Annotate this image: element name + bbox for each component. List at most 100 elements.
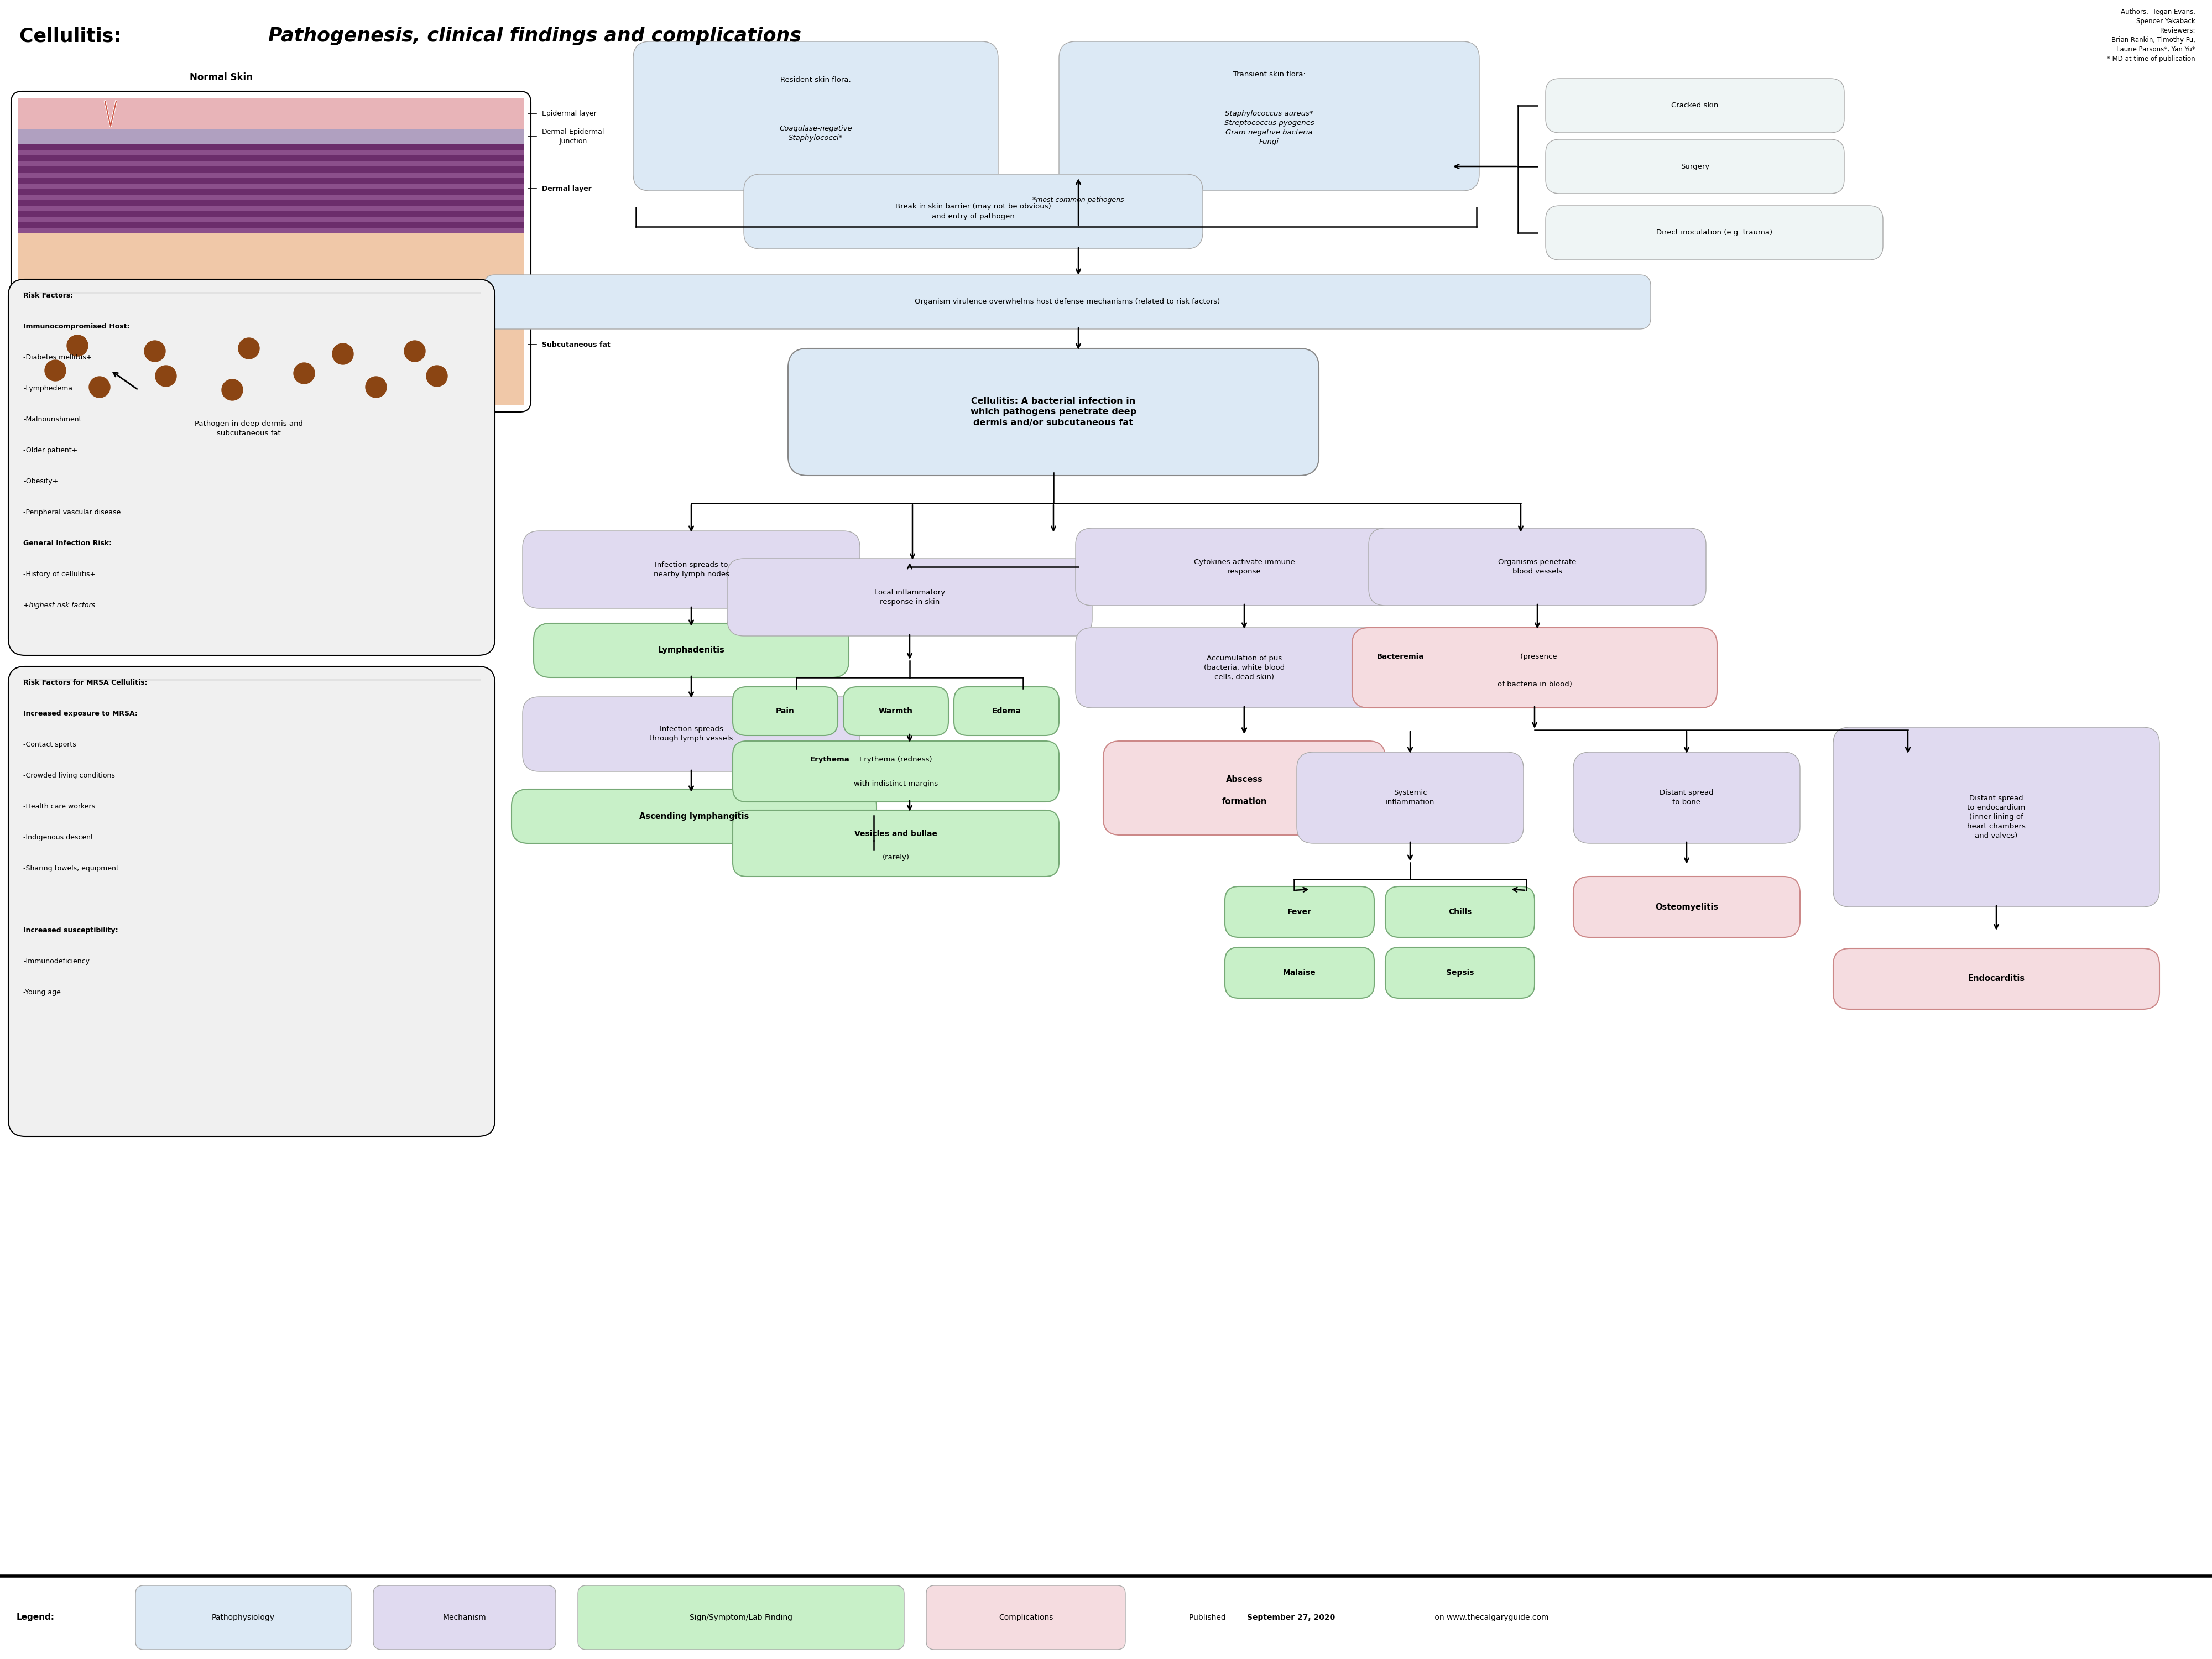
Text: Direct inoculation (e.g. trauma): Direct inoculation (e.g. trauma) <box>1657 229 1772 236</box>
Text: Increased susceptibility:: Increased susceptibility: <box>24 927 117 934</box>
Text: -Young age: -Young age <box>24 989 60 995</box>
Text: Cellulitis: A bacterial infection in
which pathogens penetrate deep
dermis and/o: Cellulitis: A bacterial infection in whi… <box>971 397 1137 426</box>
Text: Published: Published <box>1190 1614 1228 1621</box>
Text: Complications: Complications <box>998 1614 1053 1621</box>
FancyBboxPatch shape <box>484 275 1650 328</box>
Text: Infection spreads to
nearby lymph nodes: Infection spreads to nearby lymph nodes <box>653 561 730 577</box>
FancyBboxPatch shape <box>9 279 495 655</box>
Text: Pathophysiology: Pathophysiology <box>212 1614 274 1621</box>
Text: Pathogenesis, clinical findings and complications: Pathogenesis, clinical findings and comp… <box>268 27 801 45</box>
FancyBboxPatch shape <box>374 1586 555 1649</box>
FancyBboxPatch shape <box>1385 886 1535 937</box>
Text: Fever: Fever <box>1287 907 1312 916</box>
Bar <box>18 217 524 222</box>
Text: Erythema: Erythema <box>810 757 849 763</box>
Text: Accumulation of pus
(bacteria, white blood
cells, dead skin): Accumulation of pus (bacteria, white blo… <box>1203 655 1285 680</box>
Bar <box>18 173 524 178</box>
Text: Ascending lymphangitis: Ascending lymphangitis <box>639 813 750 821</box>
Text: Staphylococcus aureus*
Streptococcus pyogenes
Gram negative bacteria
Fungi: Staphylococcus aureus* Streptococcus pyo… <box>1223 109 1314 146</box>
Text: -Older patient+: -Older patient+ <box>24 446 77 455</box>
Circle shape <box>144 340 166 362</box>
Circle shape <box>427 365 447 387</box>
FancyBboxPatch shape <box>953 687 1060 735</box>
FancyBboxPatch shape <box>732 687 838 735</box>
FancyBboxPatch shape <box>1225 947 1374 999</box>
Bar <box>18 232 524 405</box>
Text: Vesicles and bullae: Vesicles and bullae <box>854 830 938 838</box>
Text: Erythema (redness): Erythema (redness) <box>860 757 931 763</box>
FancyBboxPatch shape <box>732 742 1060 801</box>
Text: Risk Factors:: Risk Factors: <box>24 292 73 299</box>
Text: Distant spread
to bone: Distant spread to bone <box>1659 790 1714 806</box>
FancyBboxPatch shape <box>843 687 949 735</box>
Text: Normal Skin: Normal Skin <box>190 73 252 83</box>
Text: Edema: Edema <box>991 707 1022 715</box>
Text: -Crowded living conditions: -Crowded living conditions <box>24 771 115 780</box>
Text: Coagulase-negative
Staphylococci*: Coagulase-negative Staphylococci* <box>779 124 852 141</box>
Text: -Sharing towels, equipment: -Sharing towels, equipment <box>24 864 119 873</box>
Text: -Immunodeficiency: -Immunodeficiency <box>24 957 88 966</box>
Text: Cytokines activate immune
response: Cytokines activate immune response <box>1194 559 1294 576</box>
Text: Infection spreads
through lymph vessels: Infection spreads through lymph vessels <box>650 725 732 742</box>
FancyBboxPatch shape <box>1834 727 2159 907</box>
Text: -Malnourishment: -Malnourishment <box>24 416 82 423</box>
Text: Authors:  Tegan Evans,
Spencer Yakaback
Reviewers:
Brian Rankin, Timothy Fu,
Lau: Authors: Tegan Evans, Spencer Yakaback R… <box>2108 8 2197 63</box>
FancyBboxPatch shape <box>11 91 531 411</box>
Text: (rarely): (rarely) <box>883 854 909 861</box>
Text: Abscess: Abscess <box>1225 776 1263 785</box>
FancyBboxPatch shape <box>1573 752 1801 843</box>
FancyBboxPatch shape <box>1225 886 1374 937</box>
FancyBboxPatch shape <box>1546 206 1882 260</box>
FancyBboxPatch shape <box>1075 627 1413 708</box>
Text: Endocarditis: Endocarditis <box>1969 975 2024 982</box>
Text: Chills: Chills <box>1449 907 1471 916</box>
FancyBboxPatch shape <box>1075 528 1413 606</box>
Text: Organisms penetrate
blood vessels: Organisms penetrate blood vessels <box>1498 559 1577 576</box>
Bar <box>18 98 524 129</box>
Circle shape <box>294 363 314 383</box>
Bar <box>18 151 524 156</box>
Bar <box>18 129 524 144</box>
Text: Break in skin barrier (may not be obvious)
and entry of pathogen: Break in skin barrier (may not be obviou… <box>896 204 1051 221</box>
Text: Systemic
inflammation: Systemic inflammation <box>1385 790 1436 806</box>
Text: Dermal-Epidermal
Junction: Dermal-Epidermal Junction <box>542 128 604 144</box>
Text: of bacteria in blood): of bacteria in blood) <box>1498 680 1573 688</box>
Circle shape <box>66 335 88 357</box>
Text: Epidermal layer: Epidermal layer <box>542 109 597 118</box>
Text: -History of cellulitis+: -History of cellulitis+ <box>24 571 95 577</box>
Text: Osteomyelitis: Osteomyelitis <box>1655 902 1719 911</box>
Circle shape <box>239 338 259 358</box>
Bar <box>18 161 524 166</box>
Text: *most common pathogens: *most common pathogens <box>1033 197 1124 204</box>
FancyBboxPatch shape <box>633 41 998 191</box>
Text: Pain: Pain <box>776 707 794 715</box>
Text: Local inflammatory
response in skin: Local inflammatory response in skin <box>874 589 945 606</box>
Circle shape <box>332 343 354 365</box>
Text: -Peripheral vascular disease: -Peripheral vascular disease <box>24 509 122 516</box>
Text: (presence: (presence <box>1517 654 1557 660</box>
FancyBboxPatch shape <box>1385 947 1535 999</box>
FancyBboxPatch shape <box>1546 139 1845 194</box>
FancyBboxPatch shape <box>522 697 860 771</box>
Circle shape <box>405 340 425 362</box>
FancyBboxPatch shape <box>522 531 860 609</box>
Text: -Indigenous descent: -Indigenous descent <box>24 834 93 841</box>
Text: Lymphadenitis: Lymphadenitis <box>657 645 726 654</box>
FancyBboxPatch shape <box>1834 949 2159 1009</box>
Text: -Obesity+: -Obesity+ <box>24 478 58 484</box>
Text: Surgery: Surgery <box>1681 163 1710 171</box>
FancyBboxPatch shape <box>1352 627 1717 708</box>
Circle shape <box>221 380 243 400</box>
Text: -Diabetes mellitus+: -Diabetes mellitus+ <box>24 353 93 362</box>
FancyBboxPatch shape <box>9 667 495 1136</box>
FancyBboxPatch shape <box>1104 742 1385 834</box>
Text: Malaise: Malaise <box>1283 969 1316 977</box>
Text: General Infection Risk:: General Infection Risk: <box>24 539 113 547</box>
FancyBboxPatch shape <box>743 174 1203 249</box>
Text: Risk Factors for MRSA Cellulitis:: Risk Factors for MRSA Cellulitis: <box>24 679 148 687</box>
FancyBboxPatch shape <box>732 810 1060 876</box>
FancyBboxPatch shape <box>1060 41 1480 191</box>
FancyBboxPatch shape <box>927 1586 1126 1649</box>
FancyBboxPatch shape <box>577 1586 905 1649</box>
Text: Legend:: Legend: <box>18 1613 55 1623</box>
